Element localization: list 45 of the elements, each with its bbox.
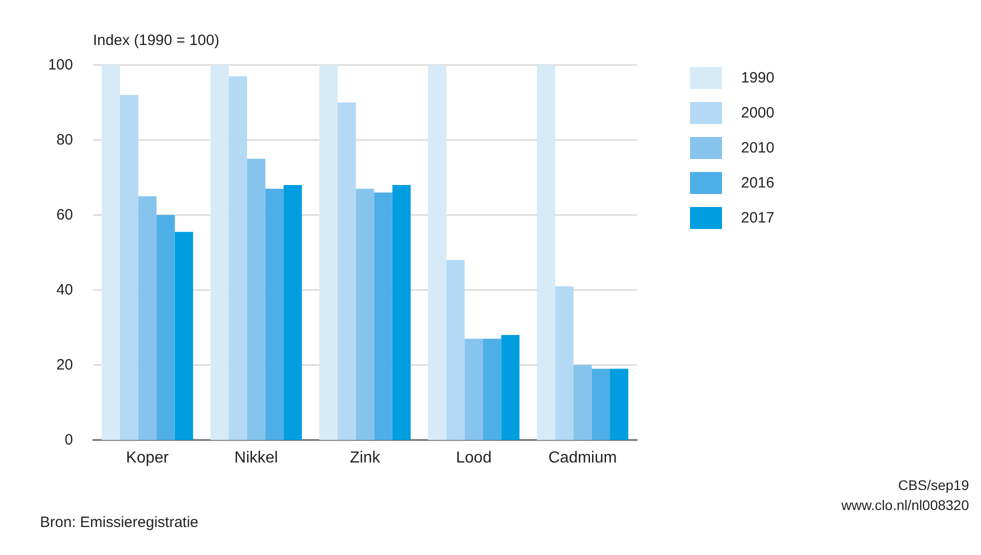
- bar: [174, 232, 194, 440]
- bar: [555, 286, 574, 440]
- bar: [464, 338, 483, 440]
- x-tick-label: Lood: [456, 450, 492, 466]
- bar: [338, 102, 356, 440]
- legend-label: 1990: [741, 70, 774, 86]
- bar: [374, 192, 392, 440]
- bar: [120, 95, 138, 440]
- bar: [501, 335, 520, 440]
- bar: [592, 368, 610, 440]
- x-tick-label: Cadmium: [548, 450, 617, 466]
- y-tick-label: 20: [56, 356, 73, 374]
- y-tick-label: 40: [56, 282, 73, 298]
- y-tick-label: 60: [56, 206, 73, 224]
- y-axis-title: Index (1990 = 100): [93, 32, 220, 49]
- y-tick-label: 80: [56, 132, 73, 148]
- bar: [138, 196, 157, 440]
- bar: [156, 215, 175, 440]
- text: CBS/sep19: [898, 477, 970, 493]
- bar: [446, 260, 465, 440]
- bar: [247, 158, 266, 440]
- text: www.clo.nl/nl008320: [840, 497, 970, 513]
- bar: [102, 65, 120, 440]
- bar: [210, 65, 229, 440]
- text: Bron: Emissieregistratie: [40, 514, 198, 531]
- x-tick-label: Nikkel: [234, 450, 278, 466]
- x-tick-label: Zink: [350, 450, 382, 466]
- legend-label: 2000: [741, 104, 774, 122]
- bar: [573, 365, 592, 440]
- bar: [482, 338, 502, 440]
- bar: [284, 185, 302, 440]
- bar: [319, 65, 338, 440]
- bar: [428, 65, 446, 440]
- bar: [536, 65, 556, 440]
- legend-label: 2017: [741, 210, 774, 226]
- bar: [265, 188, 284, 440]
- y-tick-label: 0: [64, 432, 73, 448]
- legend-label: 2016: [741, 174, 774, 192]
- bar: [356, 188, 374, 440]
- bar: [610, 368, 628, 440]
- bar: [392, 185, 411, 440]
- y-tick-label: 100: [48, 56, 73, 74]
- x-tick-label: Koper: [126, 450, 170, 466]
- legend-label: 2010: [741, 140, 774, 156]
- bar: [228, 76, 248, 440]
